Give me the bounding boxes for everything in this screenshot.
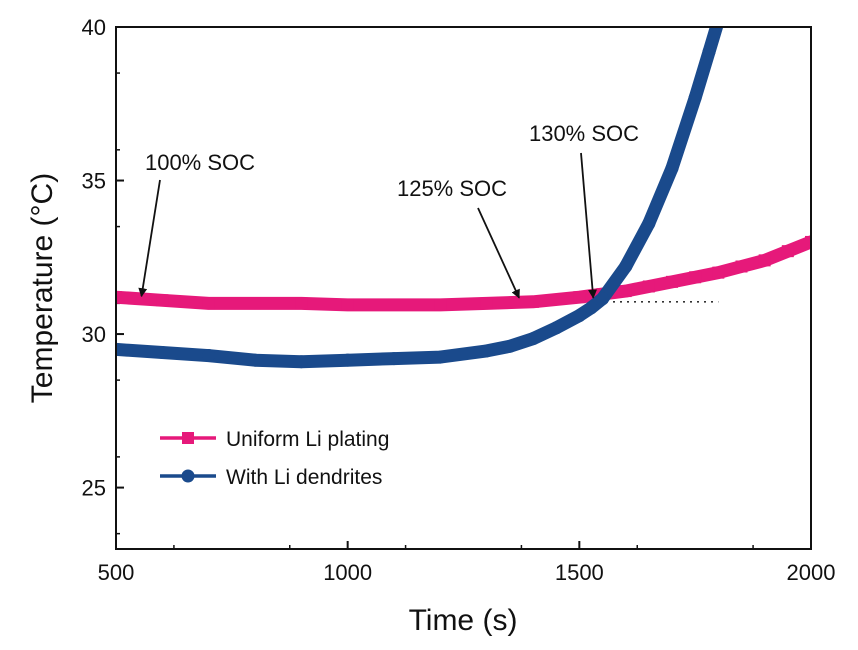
annotation-layer: 100% SOC 125% SOC 130% SOC	[138, 121, 639, 299]
legend-label: With Li dendrites	[226, 466, 382, 489]
y-tick-label: 30	[82, 322, 106, 347]
x-tick-label: 2000	[787, 560, 836, 585]
data-point	[341, 298, 354, 311]
data-point	[295, 297, 308, 310]
data-point	[716, 27, 721, 28]
data-point	[702, 45, 716, 59]
data-point	[527, 295, 539, 308]
y-tick-label: 25	[82, 476, 106, 501]
data-point	[480, 344, 494, 358]
data-point	[116, 291, 122, 304]
x-tick-label: 500	[98, 560, 135, 585]
x-axis-title: Time (s)	[409, 604, 518, 637]
legend-label: Uniform Li plating	[226, 428, 389, 451]
series-layer	[116, 27, 811, 369]
data-point	[805, 235, 811, 248]
data-point	[341, 353, 355, 367]
data-point	[503, 339, 517, 353]
y-axis-title: Temperature (°C)	[26, 173, 59, 403]
data-point	[156, 294, 169, 307]
plot-frame	[115, 26, 812, 550]
data-point	[689, 271, 702, 284]
tick-label-layer: 500 1000 1500 2000 25 30 35 40	[82, 15, 836, 585]
data-point	[155, 345, 169, 359]
data-point	[712, 266, 725, 279]
data-point	[758, 254, 771, 267]
data-point	[116, 342, 123, 356]
data-point	[549, 321, 563, 335]
data-point	[434, 298, 447, 311]
data-point	[665, 161, 679, 175]
annotation-arrow	[580, 152, 598, 299]
data-point	[433, 350, 447, 364]
y-tick-label: 35	[82, 169, 106, 194]
legend-marker	[181, 469, 195, 483]
annotation-label: 100% SOC	[145, 150, 255, 175]
axis-ticks	[115, 26, 812, 549]
data-point	[294, 355, 308, 369]
y-tick-label: 40	[82, 15, 106, 40]
annotation-label: 125% SOC	[397, 176, 507, 201]
data-point	[619, 285, 632, 298]
annotation-label: 130% SOC	[529, 121, 639, 146]
data-point	[526, 332, 540, 346]
data-point	[202, 349, 216, 363]
annotation-arrow	[138, 179, 161, 298]
data-point	[249, 297, 261, 310]
x-tick-label: 1500	[555, 560, 604, 585]
legend-marker	[182, 432, 194, 444]
x-tick-label: 1000	[323, 560, 372, 585]
data-point	[480, 297, 493, 310]
data-point	[619, 260, 633, 274]
annotation-arrow	[477, 207, 520, 299]
data-point	[642, 280, 655, 293]
data-point	[735, 260, 748, 273]
data-point	[387, 352, 401, 366]
data-point	[573, 291, 586, 304]
data-point	[388, 298, 400, 311]
data-point	[688, 91, 702, 105]
data-point	[666, 275, 678, 288]
data-point	[248, 353, 262, 367]
data-point	[584, 301, 598, 315]
data-point	[596, 292, 609, 306]
data-point	[781, 245, 794, 258]
series-line-0	[116, 235, 811, 312]
data-point	[642, 217, 656, 231]
data-point	[202, 297, 215, 310]
data-point	[572, 309, 586, 323]
legend: Uniform Li plating With Li dendrites	[160, 428, 389, 489]
